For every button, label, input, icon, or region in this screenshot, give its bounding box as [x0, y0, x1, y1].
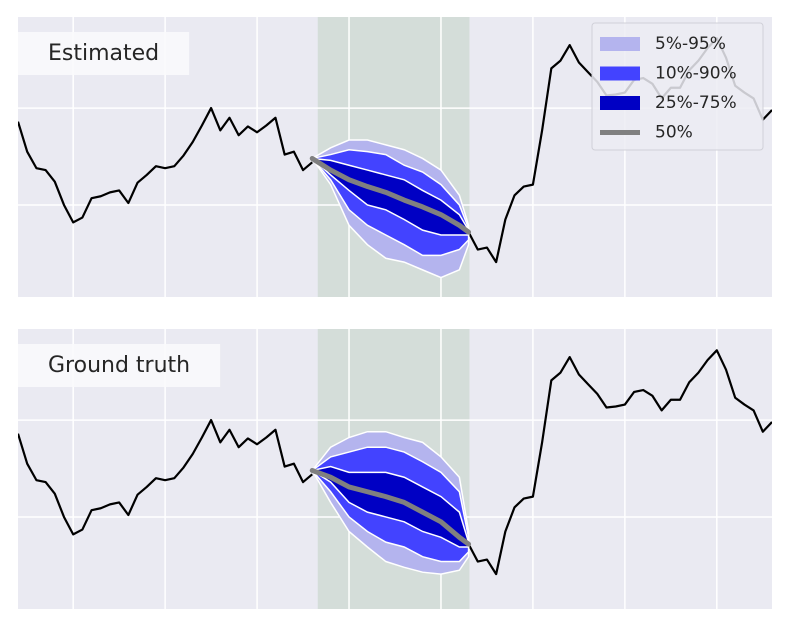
legend-swatch [600, 96, 640, 110]
median-line [309, 467, 472, 547]
legend-background [591, 22, 764, 151]
plot [18, 17, 772, 297]
legend-label: 10%-90% [655, 64, 737, 84]
title-background [18, 32, 190, 75]
title-background [18, 344, 221, 387]
series-line [467, 349, 772, 576]
legend-label: 25%-75% [655, 93, 737, 113]
title-box: Ground truth [18, 344, 221, 387]
panel-title: Ground truth [48, 353, 190, 378]
panel-title: Estimated [48, 41, 159, 66]
legend-label: 50% [655, 123, 693, 143]
median-line [309, 155, 472, 235]
legend-swatch [600, 66, 640, 81]
plot [18, 329, 772, 609]
series-line [18, 418, 313, 536]
legend-swatch [600, 37, 640, 51]
title-box: Estimated [18, 32, 190, 75]
legend-label: 5%-95% [655, 34, 726, 54]
series-line [18, 106, 313, 224]
